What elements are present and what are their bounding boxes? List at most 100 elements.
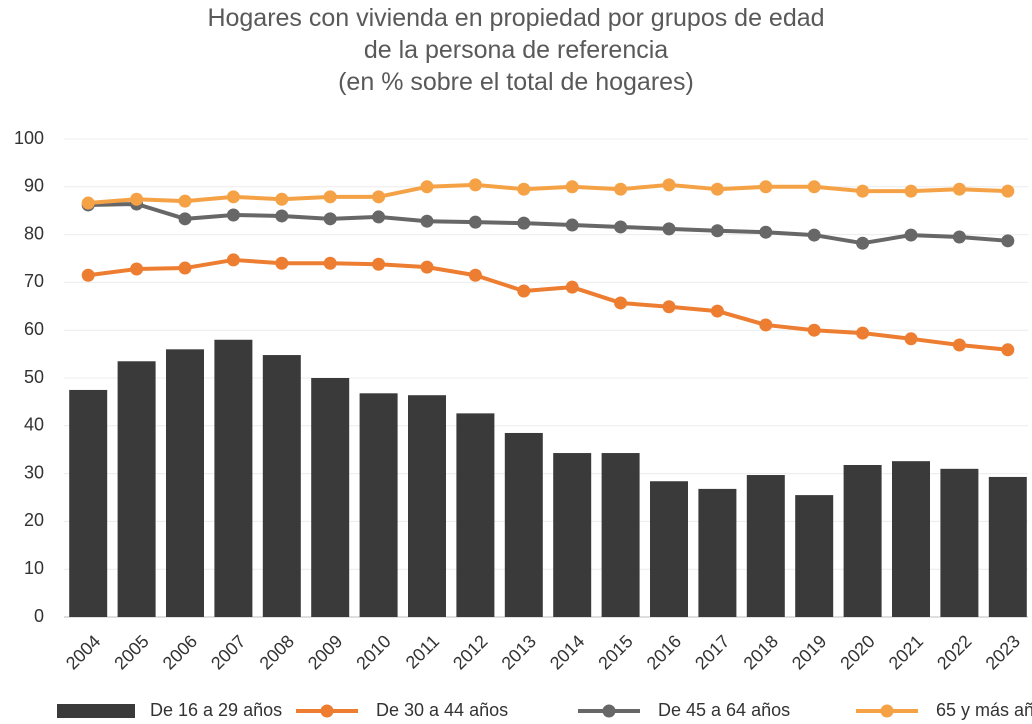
point — [130, 192, 144, 206]
x-tick-label: 2004 — [62, 631, 104, 673]
point — [226, 253, 240, 267]
point — [856, 184, 870, 198]
x-tick-label: 2015 — [594, 631, 636, 673]
bar — [456, 413, 495, 617]
bar — [988, 476, 1027, 617]
point — [226, 190, 240, 204]
point — [275, 192, 289, 206]
point — [759, 225, 773, 239]
point — [468, 268, 482, 282]
point — [662, 300, 676, 314]
y-tick-label: 30 — [24, 462, 44, 482]
point — [904, 332, 918, 346]
point — [614, 182, 628, 196]
point — [904, 228, 918, 242]
chart-subtitle: (en % sobre el total de hogares) — [338, 68, 694, 96]
legend-swatch — [320, 704, 334, 718]
point — [710, 304, 724, 318]
bar — [69, 389, 108, 617]
legend-swatch — [880, 704, 894, 718]
point — [275, 209, 289, 223]
bar — [795, 495, 834, 617]
point — [420, 260, 434, 274]
point — [807, 180, 821, 194]
point — [856, 236, 870, 250]
point — [226, 208, 240, 222]
bar — [117, 361, 156, 617]
legend-swatch — [57, 704, 135, 718]
bar — [214, 339, 253, 617]
legend-swatch — [602, 704, 616, 718]
x-tick-label: 2023 — [982, 631, 1024, 673]
point — [759, 318, 773, 332]
point — [323, 190, 337, 204]
point — [130, 262, 144, 276]
y-tick-label: 60 — [24, 319, 44, 339]
titles: Hogares con vivienda en propiedad por gr… — [0, 0, 1032, 98]
y-tick-label: 70 — [24, 271, 44, 291]
point — [372, 257, 386, 271]
point — [614, 220, 628, 234]
point — [1001, 234, 1015, 248]
x-tick-label: 2014 — [546, 631, 588, 673]
point — [323, 212, 337, 226]
x-tick-label: 2011 — [402, 631, 444, 673]
bar — [698, 488, 737, 617]
bar — [166, 349, 204, 617]
point — [952, 230, 966, 244]
y-tick-label: 20 — [24, 510, 44, 530]
x-tick-label: 2022 — [933, 631, 975, 673]
legend-label: De 30 a 44 años — [376, 700, 508, 720]
x-tick-label: 2010 — [352, 631, 394, 673]
line — [87, 257, 1008, 352]
point — [662, 222, 676, 236]
bar — [843, 464, 882, 617]
chart-title: Hogares con vivienda en propiedad por gr… — [207, 4, 825, 64]
bar — [311, 378, 350, 617]
point — [662, 178, 676, 192]
bar — [892, 461, 930, 617]
point — [807, 323, 821, 337]
y-tick-label: 90 — [24, 176, 44, 196]
bar — [553, 453, 592, 617]
x-tick-label: 2009 — [304, 631, 346, 673]
legend-label: 65 y más años — [936, 700, 1032, 720]
point — [178, 194, 192, 208]
point — [468, 215, 482, 229]
point — [904, 184, 918, 198]
point — [517, 182, 531, 196]
bar — [601, 453, 640, 617]
point — [323, 256, 337, 270]
point — [468, 178, 482, 192]
x-tick-label: 2020 — [836, 631, 878, 673]
point — [1001, 184, 1015, 198]
point — [565, 280, 579, 294]
bar — [650, 481, 688, 617]
point — [710, 224, 724, 238]
point — [710, 182, 724, 196]
bar — [940, 468, 979, 617]
point — [614, 296, 628, 310]
y-tick-label: 50 — [24, 367, 44, 387]
point — [517, 284, 531, 298]
point — [178, 261, 192, 275]
point — [420, 214, 434, 228]
point — [420, 180, 434, 194]
bar — [504, 432, 543, 617]
point — [856, 326, 870, 340]
point — [81, 268, 95, 282]
bar — [262, 355, 301, 617]
x-tick-label: 2013 — [498, 631, 540, 673]
x-tick-label: 2018 — [740, 631, 782, 673]
bar — [746, 475, 785, 617]
point — [81, 196, 95, 210]
point — [807, 228, 821, 242]
point — [275, 256, 289, 270]
legend-label: De 45 a 64 años — [658, 700, 790, 720]
y-tick-label: 0 — [34, 606, 44, 626]
x-tick-label: 2016 — [643, 631, 685, 673]
x-tick-label: 2008 — [256, 631, 298, 673]
x-tick-label: 2005 — [110, 631, 152, 673]
y-tick-label: 100 — [14, 128, 44, 148]
point — [565, 180, 579, 194]
